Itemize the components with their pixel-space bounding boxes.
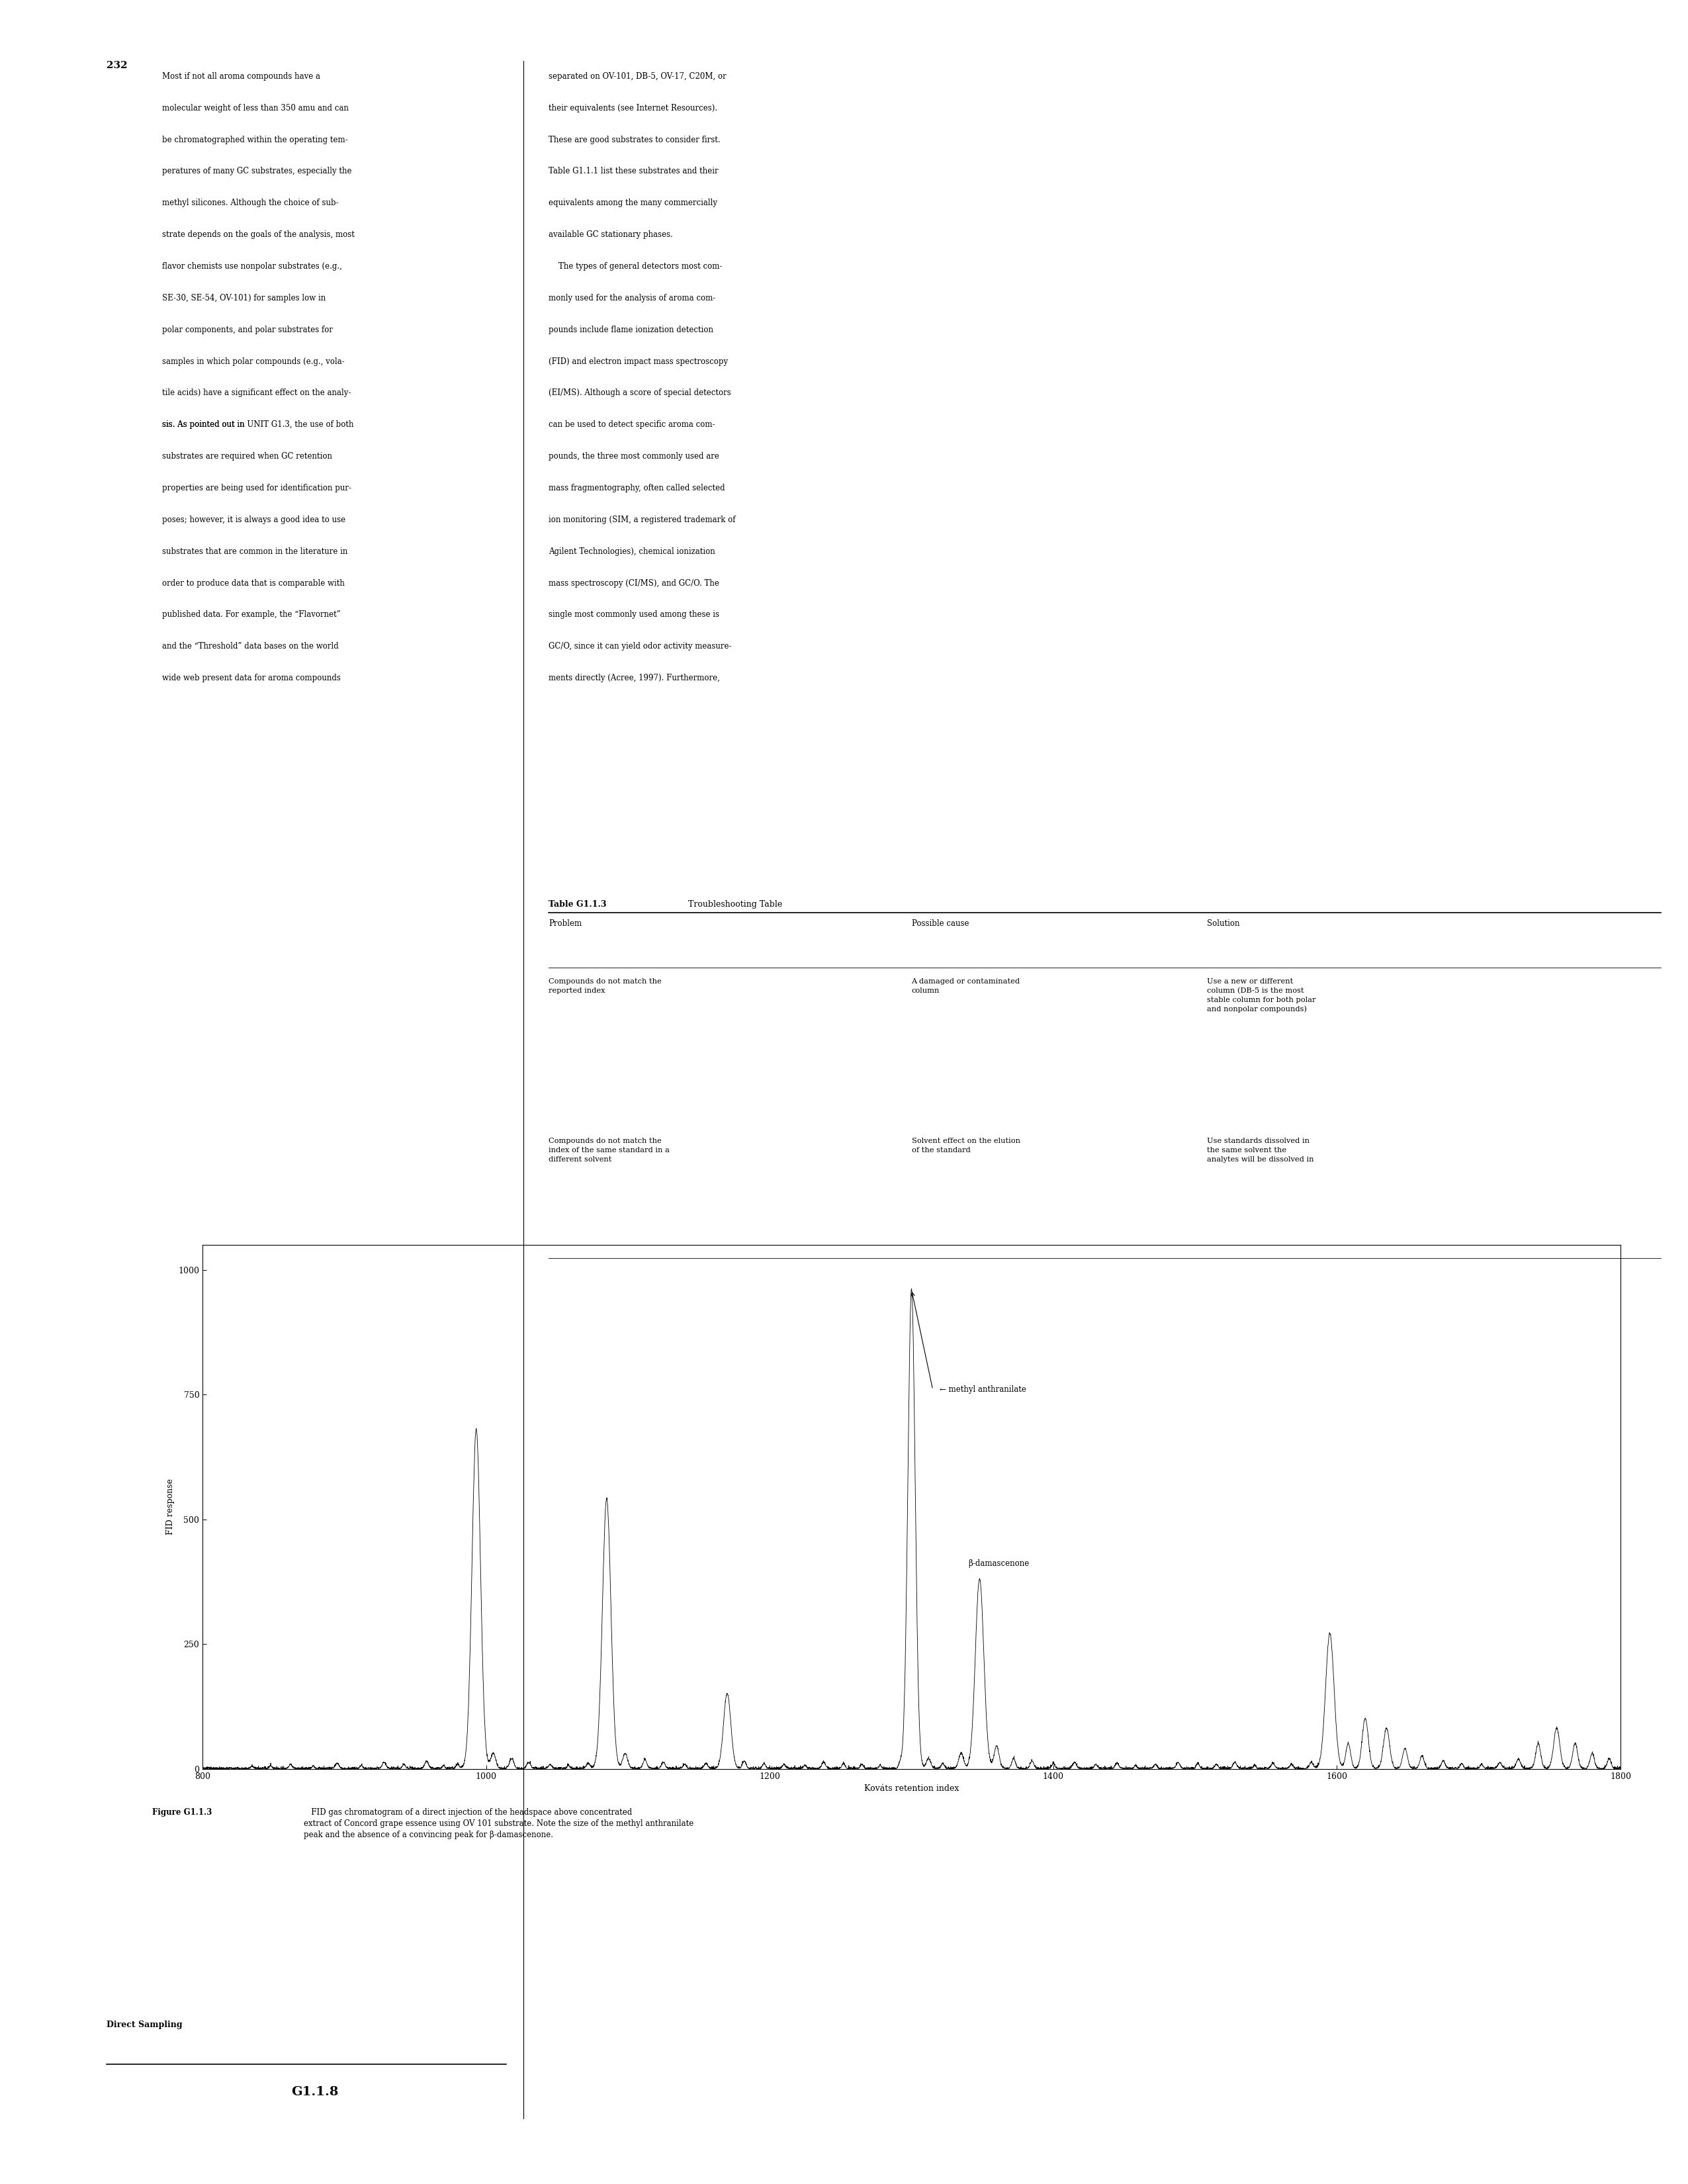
Text: polar components, and polar substrates for: polar components, and polar substrates f… [162,325,333,334]
Text: flavor chemists use nonpolar substrates (e.g.,: flavor chemists use nonpolar substrates … [162,262,343,271]
X-axis label: Kováts retention index: Kováts retention index [864,1784,959,1793]
Text: Compounds do not match the
index of the same standard in a
different solvent: Compounds do not match the index of the … [549,1138,670,1162]
Text: Problem: Problem [549,919,582,928]
Text: Solvent effect on the elution
of the standard: Solvent effect on the elution of the sta… [912,1138,1020,1153]
Text: monly used for the analysis of aroma com-: monly used for the analysis of aroma com… [549,295,716,301]
Text: sis. As pointed out in UNIT G1.3, the use of both: sis. As pointed out in UNIT G1.3, the us… [162,419,353,428]
Text: pounds, the three most commonly used are: pounds, the three most commonly used are [549,452,719,461]
Text: Direct Sampling: Direct Sampling [106,2020,182,2029]
Text: sis. As pointed out in: sis. As pointed out in [162,419,246,428]
Text: (EI/MS). Although a score of special detectors: (EI/MS). Although a score of special det… [549,389,731,397]
Text: separated on OV-101, DB-5, OV-17, C20M, or: separated on OV-101, DB-5, OV-17, C20M, … [549,72,726,81]
Text: available GC stationary phases.: available GC stationary phases. [549,232,674,238]
Text: 232: 232 [106,61,127,70]
Text: ← methyl anthranilate: ← methyl anthranilate [940,1385,1026,1393]
Text: Use standards dissolved in
the same solvent the
analytes will be dissolved in: Use standards dissolved in the same solv… [1207,1138,1313,1162]
Text: can be used to detect specific aroma com-: can be used to detect specific aroma com… [549,419,716,428]
Text: mass fragmentography, often called selected: mass fragmentography, often called selec… [549,485,726,491]
Text: molecular weight of less than 350 amu and can: molecular weight of less than 350 amu an… [162,103,348,111]
Text: These are good substrates to consider first.: These are good substrates to consider fi… [549,135,721,144]
Text: The types of general detectors most com-: The types of general detectors most com- [549,262,722,271]
Text: ion monitoring (SIM, a registered trademark of: ion monitoring (SIM, a registered tradem… [549,515,736,524]
Text: tile acids) have a significant effect on the analy-: tile acids) have a significant effect on… [162,389,351,397]
Text: published data. For example, the “Flavornet”: published data. For example, the “Flavor… [162,612,341,618]
Text: Table G1.1.1 list these substrates and their: Table G1.1.1 list these substrates and t… [549,166,719,175]
Text: Possible cause: Possible cause [912,919,969,928]
Text: and the “Threshold” data bases on the world: and the “Threshold” data bases on the wo… [162,642,339,651]
Text: poses; however, it is always a good idea to use: poses; however, it is always a good idea… [162,515,346,524]
Text: β-damascenone: β-damascenone [969,1559,1030,1568]
Text: strate depends on the goals of the analysis, most: strate depends on the goals of the analy… [162,232,354,238]
Text: GC/O, since it can yield odor activity measure-: GC/O, since it can yield odor activity m… [549,642,731,651]
Text: mass spectroscopy (CI/MS), and GC/O. The: mass spectroscopy (CI/MS), and GC/O. The [549,579,719,587]
Text: pounds include flame ionization detection: pounds include flame ionization detectio… [549,325,714,334]
Text: single most commonly used among these is: single most commonly used among these is [549,612,719,618]
Text: Solution: Solution [1207,919,1239,928]
Text: substrates are required when GC retention: substrates are required when GC retentio… [162,452,333,461]
Text: Agilent Technologies), chemical ionization: Agilent Technologies), chemical ionizati… [549,548,716,555]
Text: equivalents among the many commercially: equivalents among the many commercially [549,199,717,207]
Text: order to produce data that is comparable with: order to produce data that is comparable… [162,579,344,587]
Text: wide web present data for aroma compounds: wide web present data for aroma compound… [162,675,341,681]
Text: Figure G1.1.3: Figure G1.1.3 [152,1808,211,1817]
Text: Troubleshooting Table: Troubleshooting Table [680,900,782,909]
Text: methyl silicones. Although the choice of sub-: methyl silicones. Although the choice of… [162,199,339,207]
Text: their equivalents (see Internet Resources).: their equivalents (see Internet Resource… [549,103,717,111]
Text: ments directly (Acree, 1997). Furthermore,: ments directly (Acree, 1997). Furthermor… [549,675,719,681]
Text: samples in which polar compounds (e.g., vola-: samples in which polar compounds (e.g., … [162,356,344,365]
Text: Compounds do not match the
reported index: Compounds do not match the reported inde… [549,978,662,994]
Text: peratures of many GC substrates, especially the: peratures of many GC substrates, especia… [162,166,351,175]
Y-axis label: FID response: FID response [165,1479,174,1535]
Text: Table G1.1.3: Table G1.1.3 [549,900,606,909]
Text: SE-30, SE-54, OV-101) for samples low in: SE-30, SE-54, OV-101) for samples low in [162,295,326,301]
Text: G1.1.8: G1.1.8 [292,2086,338,2097]
Text: be chromatographed within the operating tem-: be chromatographed within the operating … [162,135,348,144]
Text: Most if not all aroma compounds have a: Most if not all aroma compounds have a [162,72,321,81]
Text: A damaged or contaminated
column: A damaged or contaminated column [912,978,1020,994]
Text: substrates that are common in the literature in: substrates that are common in the litera… [162,548,348,555]
Text: FID gas chromatogram of a direct injection of the headspace above concentrated
e: FID gas chromatogram of a direct injecti… [304,1808,694,1839]
Text: Use a new or different
column (DB-5 is the most
stable column for both polar
and: Use a new or different column (DB-5 is t… [1207,978,1315,1013]
Text: properties are being used for identification pur-: properties are being used for identifica… [162,485,351,491]
Text: (FID) and electron impact mass spectroscopy: (FID) and electron impact mass spectrosc… [549,356,728,365]
